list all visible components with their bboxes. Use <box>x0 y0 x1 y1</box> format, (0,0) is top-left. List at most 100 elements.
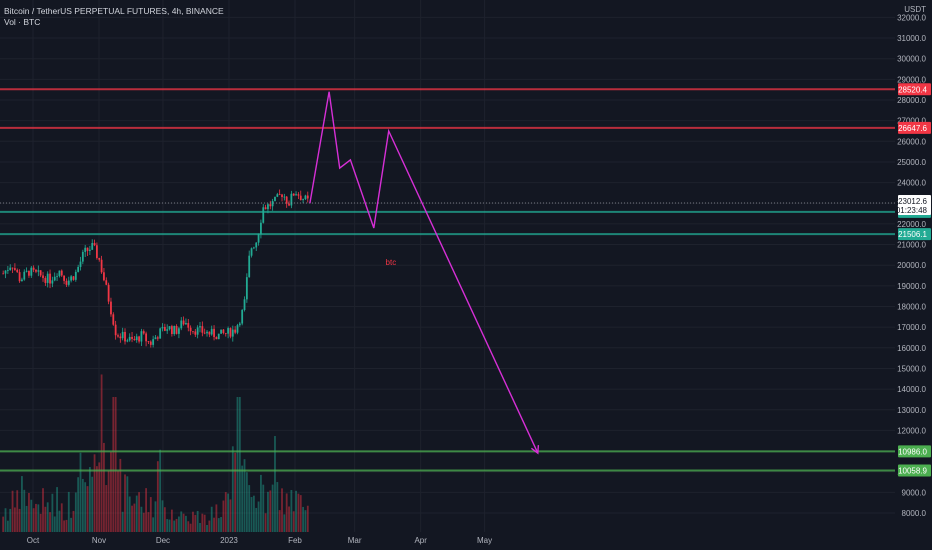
candle-body <box>91 242 94 250</box>
candle-body <box>72 276 75 280</box>
volume-bar <box>149 497 152 532</box>
annotations[interactable]: btc <box>386 258 397 267</box>
volume-bar <box>128 496 131 532</box>
volume-bar <box>241 465 244 532</box>
candle-body <box>196 327 199 335</box>
projection-drawing[interactable] <box>309 91 540 455</box>
candle-body <box>13 268 16 270</box>
candle-body <box>203 332 206 334</box>
candle-body <box>124 331 126 342</box>
volume-bar <box>299 495 302 532</box>
volume-bar <box>46 502 49 532</box>
candle-body <box>243 299 246 311</box>
candle-body <box>79 261 82 267</box>
price-axis[interactable]: USDT8000.09000.010000.011000.012000.0130… <box>895 0 932 550</box>
candle-body <box>213 328 215 338</box>
countdown-label: 01:23:48 <box>896 206 928 215</box>
volume-bar <box>199 522 201 532</box>
candle-body <box>175 325 178 334</box>
price-tick-label: 14000.0 <box>897 385 926 394</box>
level-price-tag <box>898 445 931 458</box>
candle-body <box>222 329 225 334</box>
volume-bar <box>117 470 119 532</box>
candle-body <box>288 203 290 206</box>
volume-bar <box>175 518 178 532</box>
volume-bar <box>182 513 185 532</box>
candle-body <box>98 257 101 260</box>
volume-bar <box>255 507 258 532</box>
volume-bar <box>189 523 192 532</box>
volume-bar <box>126 476 129 532</box>
time-tick-label: Apr <box>414 536 427 545</box>
volume-bar <box>243 459 246 532</box>
volume-bar <box>192 511 194 532</box>
price-tick-label: 27000.0 <box>897 117 926 126</box>
volume-bar <box>269 490 272 532</box>
volume-bar <box>39 513 42 532</box>
volume-bar <box>142 512 145 532</box>
candle-body <box>2 273 5 275</box>
annotation-text[interactable]: btc <box>386 258 397 267</box>
candle-body <box>88 249 91 251</box>
price-tick-label: 26000.0 <box>897 137 926 146</box>
volume-bar <box>227 493 230 532</box>
candle-body <box>163 326 166 331</box>
time-axis[interactable]: Oct Nov Dec 2023 Feb Mar Apr May <box>0 532 932 550</box>
volume-bar <box>96 466 98 532</box>
price-axis-unit: USDT <box>904 5 926 14</box>
time-tick-label: Nov <box>92 536 106 545</box>
volume-bar <box>86 486 89 532</box>
candle-body <box>170 326 173 334</box>
price-candles <box>2 189 309 348</box>
candle-body <box>67 280 70 285</box>
candle-body <box>173 325 176 334</box>
candle-body <box>96 245 98 258</box>
candle-body <box>260 222 262 235</box>
volume-bar <box>16 490 19 532</box>
candle-body <box>65 280 68 285</box>
candle-body <box>299 195 302 201</box>
candle-body <box>208 331 211 335</box>
price-tick-label: 13000.0 <box>897 406 926 415</box>
horizontal-levels[interactable] <box>0 88 895 472</box>
projection-line[interactable] <box>309 91 539 454</box>
volume-bar <box>67 491 70 532</box>
candle-body <box>112 314 115 325</box>
candle-body <box>285 196 288 204</box>
time-tick-label: Mar <box>348 536 362 545</box>
volume-bar <box>74 492 77 532</box>
volume-bar <box>4 508 7 532</box>
price-tick-label: 24000.0 <box>897 179 926 188</box>
candle-body <box>25 270 28 272</box>
volume-bar <box>81 478 84 532</box>
projection-arrowhead <box>530 445 540 455</box>
volume-bar <box>131 505 133 532</box>
level-price-tag <box>898 121 931 134</box>
volume-bar <box>252 495 255 532</box>
volume-bar <box>168 519 171 532</box>
candle-body <box>32 267 35 270</box>
volume-bar <box>180 511 183 532</box>
volume-label: Vol · BTC <box>4 17 41 27</box>
candle-body <box>63 275 65 281</box>
current-price-tag <box>898 194 931 215</box>
candle-body <box>281 194 283 197</box>
candle-body <box>159 328 162 339</box>
candle-body <box>6 270 9 271</box>
candle-body <box>133 338 136 341</box>
candle-body <box>241 310 244 324</box>
candle-body <box>51 280 54 284</box>
candle-body <box>238 323 241 326</box>
volume-bar <box>210 506 213 532</box>
candle-body <box>58 270 61 277</box>
candle-body <box>84 247 87 252</box>
volume-bar <box>28 493 30 532</box>
candle-body <box>236 325 239 333</box>
volume-bar <box>297 493 300 532</box>
candle-body <box>245 277 248 300</box>
volume-bar <box>11 490 14 532</box>
volume-bar <box>25 505 28 532</box>
volume-bar <box>203 514 206 532</box>
candle-body <box>250 248 253 256</box>
